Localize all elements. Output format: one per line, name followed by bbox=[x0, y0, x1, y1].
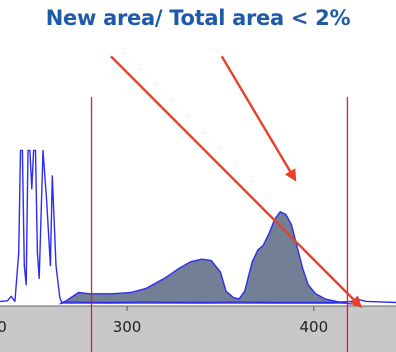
integrated-area-fill bbox=[59, 211, 352, 304]
annotation-arrow bbox=[110, 55, 363, 308]
x-tick-label: 400 bbox=[299, 318, 328, 336]
x-axis-bar bbox=[0, 306, 396, 352]
x-tick-label: 300 bbox=[113, 318, 142, 336]
annotation-title: New area/ Total area < 2% bbox=[45, 6, 351, 30]
baseline-trace-line bbox=[0, 149, 396, 304]
annotation-arrow bbox=[220, 55, 297, 182]
peak-trace-line bbox=[59, 211, 352, 305]
x-tick-label: 0 bbox=[0, 318, 7, 336]
